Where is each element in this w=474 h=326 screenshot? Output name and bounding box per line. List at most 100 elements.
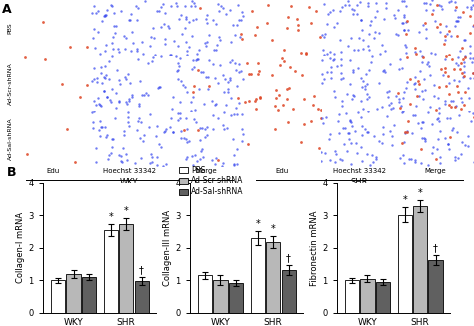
Point — [215, 80, 222, 85]
Point — [122, 36, 129, 41]
Point — [306, 5, 313, 10]
Point — [96, 103, 104, 108]
Point — [404, 119, 412, 124]
Point — [102, 72, 109, 78]
Point — [128, 29, 136, 34]
Bar — [198, 275, 212, 313]
Point — [200, 101, 208, 106]
Point — [236, 34, 244, 39]
Point — [197, 126, 204, 131]
Point — [463, 5, 471, 10]
Point — [136, 135, 144, 140]
Point — [428, 11, 436, 16]
Point — [133, 18, 140, 23]
Point — [300, 97, 307, 102]
Point — [272, 127, 279, 132]
Point — [154, 8, 161, 14]
Point — [441, 66, 448, 71]
Point — [332, 152, 339, 157]
Point — [101, 125, 109, 130]
Point — [110, 10, 118, 15]
Point — [279, 56, 286, 61]
Point — [93, 79, 101, 84]
Point — [349, 69, 356, 74]
Point — [164, 23, 172, 29]
Point — [364, 43, 372, 48]
Point — [178, 78, 185, 83]
Point — [401, 28, 408, 33]
Point — [424, 162, 432, 168]
Point — [416, 30, 423, 35]
Point — [372, 154, 380, 159]
Point — [308, 21, 315, 26]
Point — [392, 93, 400, 98]
Point — [166, 52, 174, 57]
Point — [320, 77, 328, 82]
Point — [450, 78, 458, 83]
Point — [403, 44, 410, 50]
Point — [136, 102, 143, 107]
Point — [177, 128, 185, 133]
Point — [402, 86, 410, 91]
Point — [451, 67, 458, 72]
Point — [202, 75, 210, 80]
Point — [157, 25, 164, 30]
Point — [451, 158, 459, 163]
Point — [390, 105, 397, 111]
Point — [197, 149, 205, 154]
Text: B: B — [7, 166, 17, 179]
Point — [399, 65, 406, 70]
Point — [90, 77, 98, 82]
Point — [454, 14, 462, 20]
Point — [359, 78, 367, 83]
Point — [399, 109, 407, 114]
Point — [469, 70, 474, 76]
Point — [358, 158, 365, 164]
Point — [153, 155, 161, 160]
Point — [454, 18, 462, 23]
Point — [363, 151, 371, 156]
Point — [456, 15, 464, 20]
Point — [254, 72, 262, 77]
Point — [174, 76, 182, 81]
Point — [149, 25, 156, 31]
Point — [383, 5, 390, 10]
Point — [354, 66, 362, 71]
Point — [189, 89, 197, 94]
Point — [109, 35, 117, 40]
Point — [168, 52, 175, 58]
Point — [120, 133, 128, 138]
Point — [107, 3, 115, 8]
Point — [208, 98, 215, 103]
Point — [192, 57, 200, 62]
Point — [194, 127, 201, 132]
Point — [404, 28, 412, 33]
Point — [95, 127, 103, 133]
Point — [461, 55, 468, 60]
Point — [231, 112, 238, 117]
Point — [155, 85, 163, 90]
Point — [22, 54, 29, 59]
Point — [419, 96, 427, 101]
Text: A: A — [2, 3, 11, 16]
Point — [109, 40, 116, 45]
Point — [226, 77, 234, 82]
Point — [256, 95, 264, 100]
Point — [106, 153, 113, 158]
Point — [251, 98, 259, 103]
Text: Ad-Sal-shRNA: Ad-Sal-shRNA — [8, 117, 13, 160]
Point — [418, 53, 426, 59]
Point — [452, 103, 460, 108]
Point — [133, 127, 141, 132]
Point — [102, 42, 109, 48]
Point — [370, 35, 378, 40]
Point — [461, 142, 469, 148]
Point — [297, 51, 305, 56]
Point — [98, 18, 105, 23]
Point — [337, 70, 345, 75]
Point — [100, 88, 108, 94]
Point — [363, 92, 371, 97]
Point — [134, 118, 142, 124]
Point — [227, 7, 234, 13]
Point — [354, 109, 362, 114]
